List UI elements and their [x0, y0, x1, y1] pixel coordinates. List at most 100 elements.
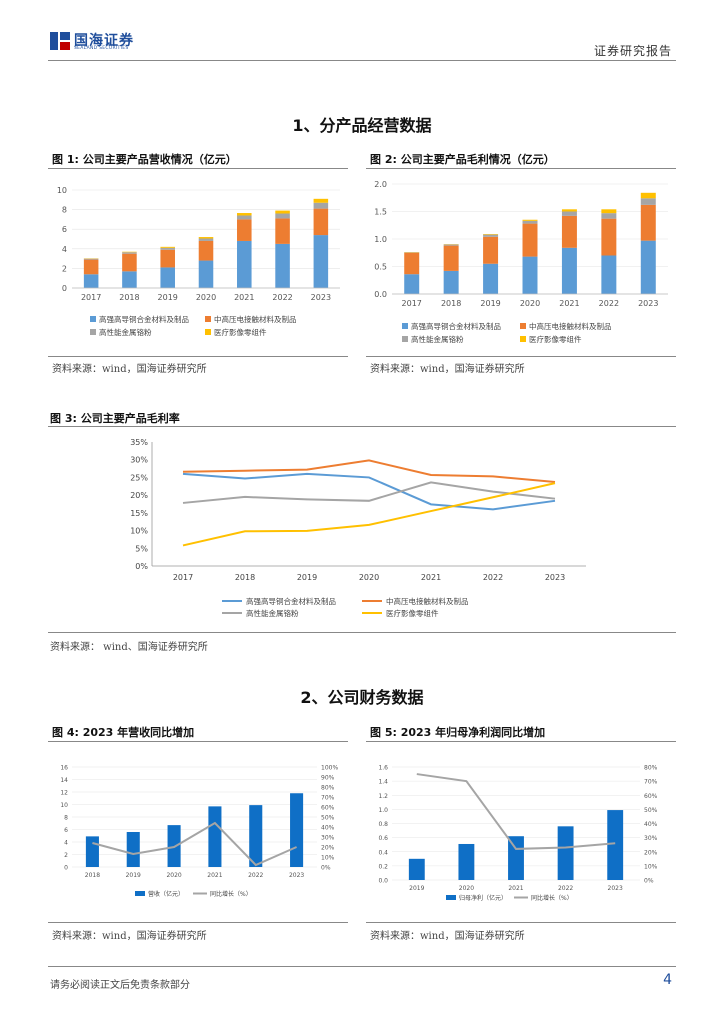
y2-tick-label: 70%	[644, 779, 658, 786]
series-line	[182, 472, 556, 511]
y-tick-label: 4	[64, 840, 68, 847]
bar	[458, 843, 475, 880]
y-tick-label: 0.6	[378, 835, 388, 842]
y-tick-label: 10	[60, 802, 68, 809]
bar-segment	[83, 274, 99, 288]
y-tick-label: 10	[57, 186, 67, 195]
bar-segment	[640, 240, 656, 294]
bar-segment	[601, 218, 617, 256]
x-tick-label: 2023	[545, 573, 565, 582]
growth-line	[416, 773, 616, 850]
x-tick-label: 2020	[459, 885, 474, 892]
y-tick-label: 6	[62, 225, 67, 234]
y-tick-label: 0.2	[378, 863, 388, 870]
y2-tick-label: 10%	[644, 863, 658, 870]
legend-label: 高性能金属铬粉	[246, 608, 299, 618]
y2-tick-label: 10%	[321, 855, 335, 862]
legend-label: 医疗影像零组件	[529, 334, 582, 344]
y-tick-label: 0%	[135, 562, 148, 571]
section-title-1: 1、分产品经营数据	[292, 116, 432, 135]
y-tick-label: 20%	[130, 491, 148, 500]
x-tick-label: 2018	[235, 573, 255, 582]
y-tick-label: 1.2	[378, 793, 388, 800]
bar-segment	[160, 246, 175, 248]
bar	[208, 806, 222, 867]
bar-segment	[483, 263, 499, 294]
fig1-title: 图 1: 公司主要产品营收情况（亿元）	[52, 153, 237, 166]
bar	[607, 810, 624, 880]
y-tick-label: 10%	[130, 527, 148, 536]
bar	[290, 793, 304, 867]
series-line	[182, 481, 556, 504]
legend-swatch	[90, 316, 96, 322]
bar-segment	[275, 218, 290, 244]
bar-segment	[122, 252, 137, 254]
y-tick-label: 5%	[135, 544, 148, 553]
bar-segment	[275, 210, 290, 214]
x-tick-label: 2020	[359, 573, 379, 582]
legend-label: 高性能金属铬粉	[411, 334, 464, 344]
legend-swatch	[446, 895, 456, 900]
bar-segment	[601, 209, 617, 214]
y-tick-label: 0.4	[378, 849, 388, 856]
bar-segment	[83, 259, 99, 275]
x-tick-label: 2022	[483, 573, 503, 582]
report-type: 证券研究报告	[593, 44, 672, 58]
bar-segment	[237, 213, 252, 216]
legend-label: 中高压电接触材料及制品	[214, 314, 297, 324]
y-tick-label: 1.0	[378, 807, 388, 814]
legend-label: 医疗影像零组件	[214, 327, 267, 337]
y-tick-label: 2.0	[374, 180, 387, 189]
bar-segment	[160, 267, 175, 288]
x-tick-label: 2018	[441, 299, 461, 308]
bar-segment	[237, 215, 252, 220]
fig3-bottom-rule	[48, 632, 676, 633]
fig5-top-rule	[366, 741, 676, 742]
bar-segment	[601, 255, 617, 294]
fig2-bottom-rule	[366, 356, 676, 357]
legend-label: 医疗影像零组件	[386, 608, 439, 618]
fig5-title: 图 5: 2023 年归母净利润同比增加	[370, 726, 546, 739]
x-tick-label: 2019	[297, 573, 317, 582]
bar-segment	[522, 256, 538, 294]
bar-segment	[313, 198, 329, 203]
y2-tick-label: 40%	[321, 825, 335, 832]
y-tick-label: 8	[62, 206, 67, 215]
bar	[85, 836, 99, 867]
x-tick-label: 2021	[559, 299, 579, 308]
growth-line	[92, 821, 297, 867]
legend-label: 高强高导铜合金材料及制品	[411, 321, 501, 331]
bar-segment	[313, 202, 329, 209]
y-tick-label: 4	[62, 245, 67, 254]
x-tick-label: 2023	[311, 293, 331, 302]
bar	[126, 832, 140, 867]
y2-tick-label: 40%	[644, 821, 658, 828]
y2-tick-label: 20%	[321, 845, 335, 852]
bar-segment	[122, 253, 137, 272]
y-tick-label: 6	[64, 827, 68, 834]
y2-tick-label: 0%	[321, 865, 331, 872]
x-tick-label: 2019	[409, 885, 424, 892]
y-tick-label: 30%	[130, 456, 148, 465]
x-tick-label: 2021	[421, 573, 441, 582]
x-tick-label: 2017	[402, 299, 422, 308]
bar-segment	[275, 243, 290, 288]
bar-segment	[313, 235, 329, 288]
bar-segment	[561, 215, 577, 248]
bar-segment	[601, 213, 617, 219]
x-tick-label: 2018	[85, 872, 100, 879]
bar-segment	[198, 237, 214, 239]
bar-segment	[561, 211, 577, 216]
legend-label: 中高压电接触材料及制品	[529, 321, 612, 331]
y-tick-label: 35%	[130, 438, 148, 447]
y-tick-label: 25%	[130, 473, 148, 482]
x-tick-label: 2017	[173, 573, 193, 582]
x-tick-label: 2020	[166, 872, 181, 879]
bar-segment	[483, 234, 499, 235]
bar-segment	[640, 198, 656, 205]
x-tick-label: 2021	[234, 293, 254, 302]
bar-segment	[443, 245, 459, 271]
fig1-source: 资料来源：wind，国海证券研究所	[52, 364, 207, 375]
bar	[408, 858, 425, 880]
y-tick-label: 16	[60, 765, 68, 772]
